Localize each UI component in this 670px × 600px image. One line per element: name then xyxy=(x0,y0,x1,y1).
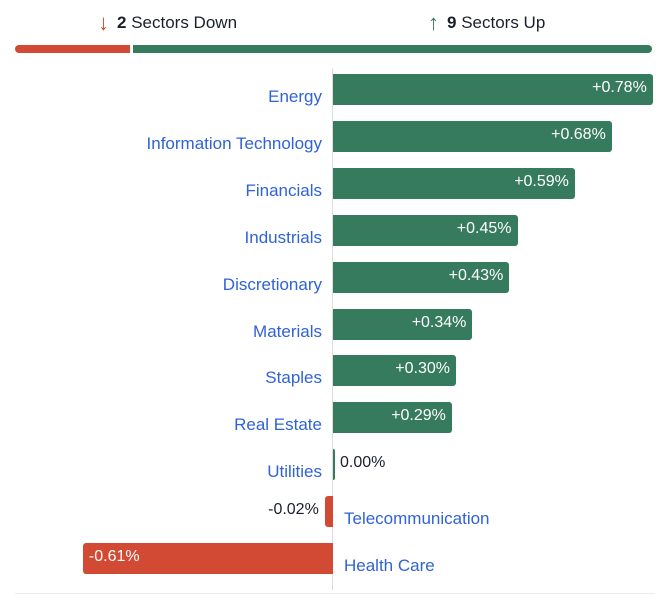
sector-bar xyxy=(333,261,510,293)
zero-axis xyxy=(332,68,333,590)
sector-row: Health Care -0.61% xyxy=(0,543,670,575)
sector-bar xyxy=(333,449,335,481)
sector-bar xyxy=(333,120,612,152)
sector-value: +0.78% xyxy=(592,79,647,96)
sectors-up-summary: ↑ 9 Sectors Up xyxy=(428,12,545,34)
sector-value: +0.45% xyxy=(456,219,512,237)
sector-bar xyxy=(333,355,456,387)
arrow-up-icon: ↑ xyxy=(428,10,439,35)
sector-bar xyxy=(324,496,333,528)
down-portion xyxy=(15,45,131,53)
arrow-down-icon: ↓ xyxy=(98,10,109,35)
sector-value: +0.29% xyxy=(391,407,446,425)
sector-label[interactable]: Utilities xyxy=(267,462,322,482)
sector-bar xyxy=(82,543,333,574)
sector-value: +0.34% xyxy=(411,313,467,331)
up-count: 9 xyxy=(447,13,457,32)
sector-row: Materials +0.34% xyxy=(0,308,670,341)
up-portion xyxy=(133,45,652,53)
sector-label[interactable]: Real Estate xyxy=(234,415,322,435)
sector-value: 0.00% xyxy=(340,454,386,472)
sector-label[interactable]: Energy xyxy=(268,87,322,106)
sector-label[interactable]: Industrials xyxy=(244,227,322,247)
down-count: 2 xyxy=(117,13,127,32)
sector-row: Information Technology +0.68% xyxy=(0,120,670,153)
sector-value: +0.43% xyxy=(448,266,504,284)
sector-row: Real Estate +0.29% xyxy=(0,402,670,435)
sector-bar xyxy=(333,214,518,246)
sector-label[interactable]: Staples xyxy=(265,368,322,388)
up-down-ratio-bar xyxy=(15,45,652,53)
up-label: Sectors Up xyxy=(461,13,546,32)
sector-value: +0.30% xyxy=(395,360,450,378)
sector-row: Energy +0.78% xyxy=(0,74,670,106)
sector-row: Telecommunication -0.02% xyxy=(0,496,670,529)
sector-label[interactable]: Financials xyxy=(245,180,322,200)
sector-value: -0.61% xyxy=(88,548,140,565)
sector-row: Staples +0.30% xyxy=(0,355,670,388)
sector-label[interactable]: Discretionary xyxy=(222,274,322,294)
sector-label[interactable]: Telecommunication xyxy=(344,509,490,529)
sector-label[interactable]: Information Technology xyxy=(146,133,322,153)
sector-row: Discretionary +0.43% xyxy=(0,261,670,294)
sector-row: Financials +0.59% xyxy=(0,167,670,200)
sector-value: -0.02% xyxy=(268,501,319,519)
sector-bar xyxy=(333,74,653,105)
divider xyxy=(15,593,655,594)
sector-value: +0.59% xyxy=(514,172,569,190)
down-label: Sectors Down xyxy=(131,13,238,32)
sectors-down-summary: ↓ 2 Sectors Down xyxy=(98,12,237,34)
sector-value: +0.68% xyxy=(551,125,606,143)
sector-label[interactable]: Materials xyxy=(253,321,322,341)
sector-bar xyxy=(333,402,452,434)
sector-row: Industrials +0.45% xyxy=(0,214,670,247)
sector-bar xyxy=(333,308,473,340)
sector-label[interactable]: Health Care xyxy=(344,556,435,575)
sector-bar xyxy=(333,167,575,199)
sector-row: Utilities 0.00% xyxy=(0,449,670,482)
